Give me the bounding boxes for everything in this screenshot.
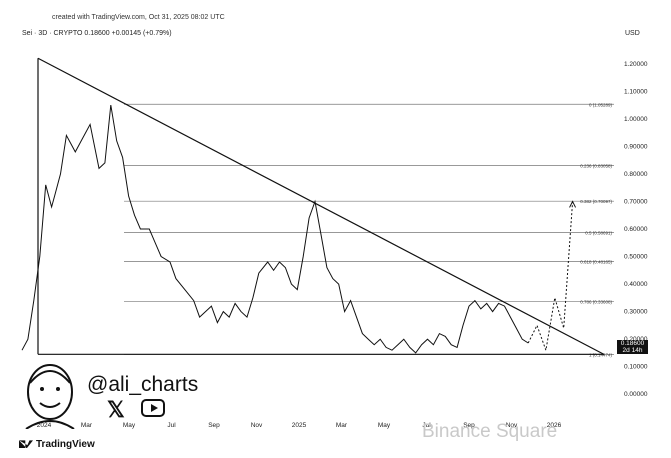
x-tick-label: Mar (81, 422, 93, 429)
x-tick-label: 2024 (37, 422, 52, 429)
fib-level-label: 0.382 (0.70097) (580, 199, 612, 204)
author-handle: @ali_charts (87, 373, 199, 396)
fib-level-label: 0.236 (0.83058) (580, 164, 612, 169)
x-icon[interactable]: 𝕏 (107, 397, 125, 422)
y-tick-label: 1.10000 (624, 88, 648, 95)
x-tick-label: Nov (251, 422, 263, 429)
fib-level-label: 0 (1.05289) (589, 102, 613, 107)
x-tick-label: Mar (336, 422, 348, 429)
y-tick-label: 1.20000 (624, 61, 648, 68)
fib-level-label: 0.618 (0.48165) (580, 260, 612, 265)
watermark: Binance Square (422, 421, 558, 442)
x-tick-label: Jul (422, 422, 431, 429)
y-tick-label: 0.10000 (624, 364, 648, 371)
x-tick-label: May (378, 422, 391, 429)
y-tick-label: 0.50000 (624, 254, 648, 261)
resistance-line (37, 57, 605, 355)
x-tick-label: 2025 (292, 422, 307, 429)
x-tick-label: Sep (208, 422, 220, 429)
fib-level-label: 0.5 (0.58691) (585, 231, 612, 236)
y-tick-label: 0.20000 (624, 336, 648, 343)
y-tick-label: 0.60000 (624, 226, 648, 233)
youtube-icon[interactable] (141, 399, 165, 417)
author-avatar (25, 364, 75, 429)
currency-label: USD (625, 30, 640, 37)
last-price-badge: 0.18600 2d 14h (617, 340, 648, 354)
y-tick-label: 0.80000 (624, 171, 648, 178)
x-tick-label: May (123, 422, 136, 429)
created-note: created with TradingView.com, Oct 31, 20… (52, 14, 225, 21)
y-tick-label: 1.00000 (624, 116, 648, 123)
tradingview-logo: TradingView (19, 439, 95, 450)
last-price-sub: 2d 14h (622, 347, 643, 354)
price-line (21, 105, 529, 354)
x-tick-label: 2026 (547, 422, 562, 429)
y-tick-label: 0.00000 (624, 391, 648, 398)
y-tick-label: 0.90000 (624, 143, 648, 150)
y-tick-label: 0.40000 (624, 281, 648, 288)
fib-level-label: 0.786 (0.33608) (580, 300, 612, 305)
x-tick-label: Sep (463, 422, 475, 429)
projection-line (527, 201, 574, 353)
ticker-info: Sei · 3D · CRYPTO 0.18600 +0.00145 (+0.7… (22, 30, 172, 37)
y-tick-label: 0.70000 (624, 198, 648, 205)
last-price-value: 0.18600 (620, 340, 645, 347)
x-tick-label: Nov (506, 422, 518, 429)
y-tick-label: 0.30000 (624, 309, 648, 316)
projection-arrowhead (569, 200, 577, 208)
x-tick-label: Jul (167, 422, 176, 429)
